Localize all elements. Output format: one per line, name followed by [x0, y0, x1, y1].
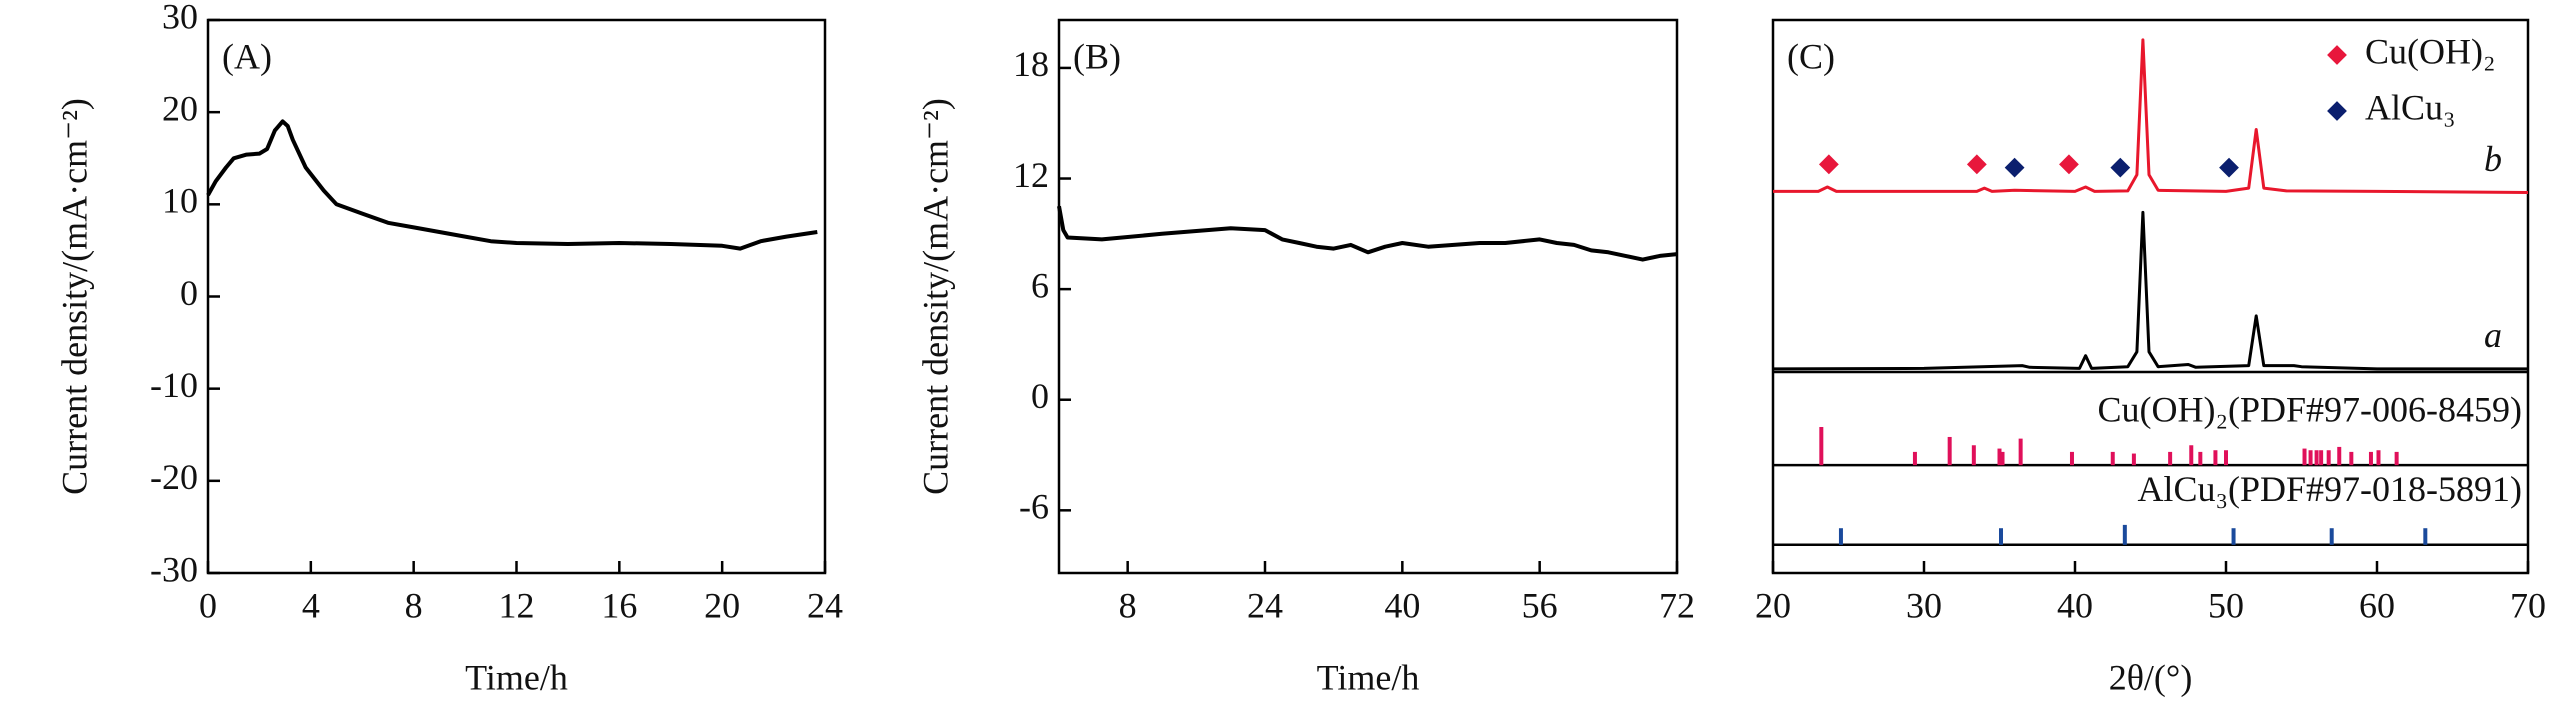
x-tick-label: 8 [1119, 585, 1137, 625]
data-line [1772, 210, 2528, 371]
y-tick-label: -6 [1019, 487, 1049, 527]
panel-label: (C) [1787, 36, 1835, 76]
x-axis-label: Time/h [465, 657, 568, 697]
plot-frame [1771, 18, 2530, 575]
x-axis-label: 2θ/(°) [2109, 657, 2193, 697]
legend-marker [2327, 45, 2347, 65]
plot-frame [206, 18, 827, 575]
curve-label: a [2484, 315, 2502, 355]
x-tick-label: 12 [499, 585, 535, 625]
curve-label: b [2484, 139, 2502, 179]
x-tick-label: 8 [405, 585, 423, 625]
x-tick-label: 56 [1522, 585, 1558, 625]
x-tick-label: 20 [704, 585, 740, 625]
y-tick-label: 18 [1013, 44, 1049, 84]
data-line [1773, 38, 2529, 194]
y-tick-label: 0 [1031, 376, 1049, 416]
x-tick-label: 40 [2057, 585, 2093, 625]
x-tick-label: 50 [2208, 585, 2244, 625]
y-tick-label: 30 [162, 0, 198, 36]
x-tick-label: 0 [199, 585, 217, 625]
y-tick-label: 20 [162, 88, 198, 128]
reference-label: Cu(OH)₂(PDF#97-006-8459) [2097, 389, 2522, 429]
plot-frame [1057, 18, 1679, 575]
x-tick-label: 20 [1755, 585, 1791, 625]
phase-marker [2110, 157, 2131, 178]
x-tick-label: 24 [807, 585, 843, 625]
phase-marker [1818, 154, 1839, 175]
phase-marker [2004, 157, 2025, 178]
data-line [206, 119, 818, 251]
legend-marker [2327, 101, 2347, 121]
x-tick-label: 40 [1384, 585, 1420, 625]
y-axis-label: Current density/(mA·cm⁻²) [915, 98, 955, 495]
phase-marker [2059, 154, 2079, 175]
phase-marker [1966, 154, 1987, 175]
panel-label: (A) [222, 36, 272, 76]
phase-marker [2219, 157, 2239, 178]
x-tick-label: 70 [2510, 585, 2546, 625]
reference-label: AlCu₃(PDF#97-018-5891) [2137, 469, 2522, 509]
y-axis-label: Current density/(mA·cm⁻²) [54, 98, 94, 495]
y-tick-label: -30 [150, 549, 198, 589]
x-tick-label: 4 [302, 585, 320, 625]
y-tick-label: -20 [150, 457, 198, 497]
y-tick-label: -10 [150, 365, 198, 405]
x-tick-label: 16 [601, 585, 637, 625]
x-tick-label: 24 [1247, 585, 1283, 625]
x-tick-label: 72 [1659, 585, 1695, 625]
y-tick-label: 0 [180, 273, 198, 313]
x-tick-label: 60 [2359, 585, 2395, 625]
legend-label: Cu(OH)₂ [2365, 31, 2496, 71]
y-tick-label: 6 [1031, 265, 1049, 305]
legend-label: AlCu₃ [2365, 87, 2456, 127]
panel-label: (B) [1073, 36, 1121, 76]
x-axis-label: Time/h [1317, 657, 1420, 697]
y-tick-label: 12 [1013, 155, 1049, 195]
data-line [1057, 205, 1678, 262]
x-tick-label: 30 [1906, 585, 1942, 625]
y-tick-label: 10 [162, 181, 198, 221]
